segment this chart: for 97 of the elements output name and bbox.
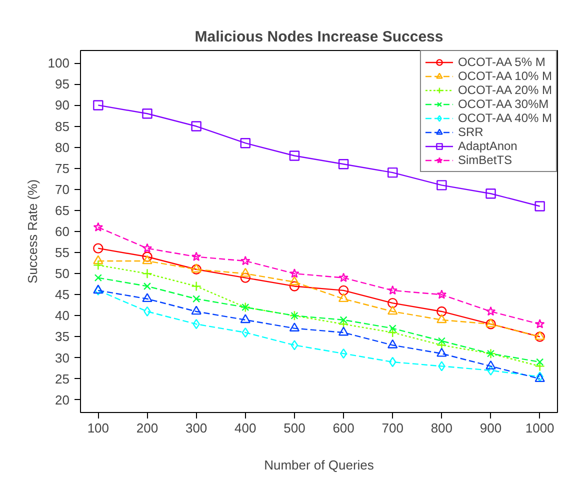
y-tick-label: 80 (55, 140, 70, 155)
point (338, 326, 349, 336)
point (142, 268, 152, 279)
point (289, 281, 300, 292)
point (338, 319, 349, 330)
point (388, 339, 398, 348)
point (436, 290, 447, 299)
point (290, 268, 300, 278)
y-tick-label: 45 (55, 287, 70, 302)
legend-label: OCOT-AA 5% M (458, 55, 546, 69)
point (289, 322, 300, 332)
x-tick-label: 300 (185, 420, 208, 436)
legend-label: OCOT-AA 20% M (458, 83, 552, 97)
point (191, 306, 202, 315)
y-tick-label: 40 (55, 308, 70, 324)
point (93, 243, 104, 254)
point (338, 285, 349, 296)
x-tick-label: 400 (234, 420, 256, 436)
point (338, 293, 349, 302)
point (388, 306, 398, 315)
point (289, 276, 300, 286)
point (143, 282, 152, 290)
y-tick-label: 85 (55, 118, 70, 134)
point (436, 340, 447, 350)
point (534, 201, 545, 212)
point (191, 252, 202, 261)
legend-label: OCOT-AA 10% M (458, 69, 552, 83)
point (240, 256, 250, 266)
x-tick-label: 200 (136, 420, 158, 436)
point (142, 243, 152, 253)
point (93, 255, 104, 264)
y-tick-label: 35 (55, 329, 70, 344)
point (338, 272, 348, 282)
y-tick-label: 75 (55, 160, 70, 176)
legend-label: SRR (458, 125, 484, 139)
x-tick-label: 900 (480, 420, 502, 436)
point (93, 222, 104, 232)
legend-label: SimBetTS (458, 153, 512, 167)
point (191, 121, 202, 132)
point (240, 314, 250, 324)
point (93, 100, 104, 110)
point (192, 295, 200, 303)
point (436, 314, 447, 324)
point (388, 298, 398, 308)
point (240, 138, 250, 148)
point (240, 272, 250, 283)
y-tick-label: 65 (55, 202, 70, 218)
point (486, 188, 496, 199)
y-tick-label: 55 (55, 245, 70, 260)
point (388, 324, 396, 332)
x-tick-label: 600 (332, 420, 354, 436)
point (290, 340, 298, 350)
legend-label: AdaptAnon (458, 139, 518, 153)
y-tick-label: 100 (48, 56, 70, 71)
y-axis-title: Success Rate (%) (24, 179, 40, 284)
y-tick-label: 60 (55, 224, 70, 239)
point (340, 316, 348, 324)
x-tick-label: 500 (284, 420, 306, 436)
point (438, 361, 446, 372)
point (240, 268, 250, 277)
x-tick-label: 100 (87, 420, 110, 436)
y-tick-label: 50 (55, 266, 70, 282)
point (486, 360, 496, 370)
point (142, 108, 152, 119)
y-tick-label: 70 (55, 182, 70, 197)
point (436, 180, 447, 190)
y-tick-label: 30 (55, 350, 70, 366)
point (192, 319, 200, 330)
point (388, 285, 398, 295)
point (486, 306, 496, 316)
point (94, 274, 102, 282)
point (142, 252, 152, 262)
point (436, 348, 447, 357)
point (436, 306, 447, 317)
point (142, 255, 152, 264)
y-tick-label: 90 (55, 98, 70, 113)
y-tick-label: 20 (55, 392, 70, 408)
point (338, 159, 349, 170)
chart-title: Malicious Nodes Increase Success (194, 28, 444, 46)
x-tick-label: 700 (382, 420, 404, 436)
point (388, 167, 398, 178)
point (534, 319, 545, 328)
point (534, 361, 545, 372)
point (536, 358, 544, 366)
x-axis-title: Number of Queries (264, 458, 374, 472)
legend-label: OCOT-AA 30%M (458, 97, 549, 111)
x-tick-label: 1000 (525, 420, 554, 436)
point (289, 150, 300, 161)
y-tick-label: 95 (55, 76, 70, 92)
x-tick-label: 800 (430, 420, 453, 436)
point (438, 337, 446, 345)
point (142, 293, 152, 302)
point (340, 348, 348, 359)
legend-label: OCOT-AA 40% M (458, 111, 552, 125)
y-tick-label: 25 (55, 371, 70, 386)
point (93, 260, 104, 270)
point (191, 281, 202, 292)
